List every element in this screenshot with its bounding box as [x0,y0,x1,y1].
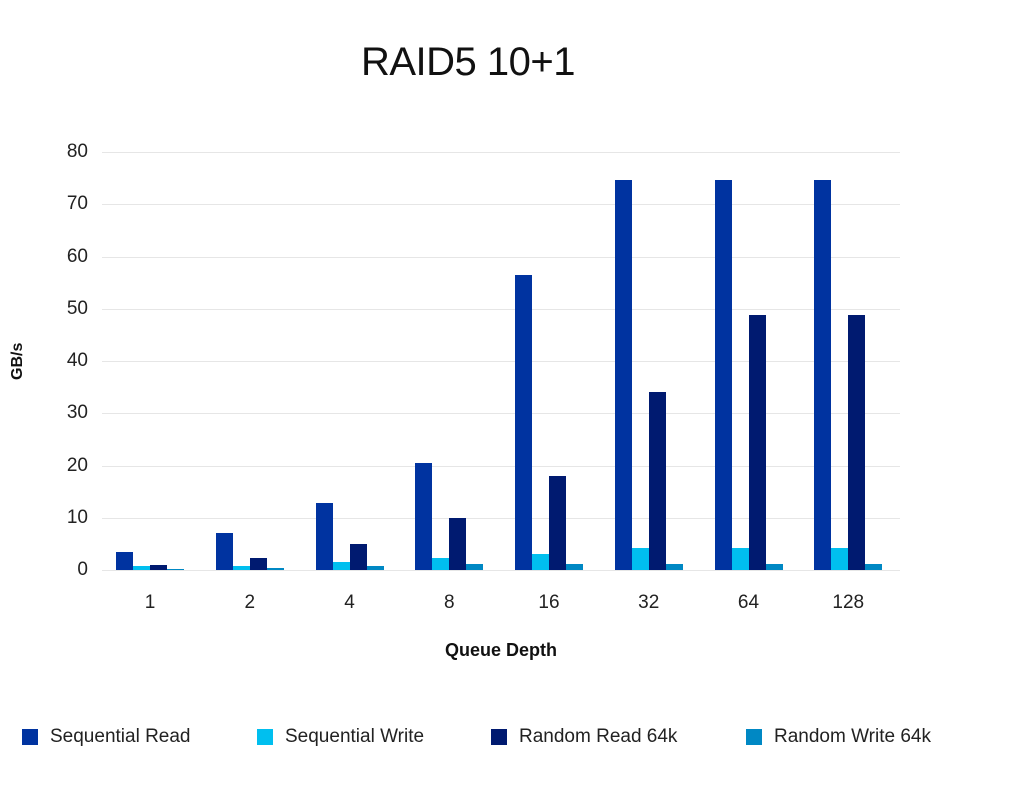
gridline [102,308,900,310]
bar-sequential-read-32 [614,180,632,570]
x-tick-label: 1 [144,592,156,613]
legend-label: Sequential Read [50,726,191,747]
bar-sequential-write-16 [532,554,549,570]
gridline [102,570,900,571]
bar-random-write-64k-1 [167,568,184,570]
bar-sequential-write-4 [332,562,350,570]
bar-random-read-64k-2 [249,557,267,570]
bar-random-write-64k-32 [665,564,683,570]
y-tick-label: 20 [66,454,88,476]
bar-random-read-64k-4 [349,543,367,570]
bar-sequential-read-1 [116,552,133,570]
bar-sequential-read-2 [215,532,233,570]
x-tick-label: 4 [344,592,355,613]
legend-label: Random Read 64k [519,726,678,747]
bar-random-write-64k-64 [765,564,783,570]
gridline [102,152,900,153]
bar-random-write-64k-16 [566,564,583,570]
legend-label: Random Write 64k [774,726,931,747]
gridline [102,204,900,206]
x-tick-label: 16 [538,592,560,613]
x-tick-label: 2 [244,592,256,613]
bar-random-write-64k-4 [366,565,384,570]
bar-sequential-read-8 [415,462,433,570]
y-tick-label: 50 [66,297,88,319]
x-tick-label: 128 [832,592,865,613]
gridline [102,361,900,362]
bar-sequential-read-128 [814,180,832,570]
legend: Sequential Read Sequential Write Random … [0,726,1024,752]
bar-random-write-64k-128 [865,564,883,570]
bar-random-read-64k-32 [648,392,666,570]
legend-item-sequential-read: Sequential Read [22,726,191,748]
y-tick-label: 30 [66,402,88,424]
bar-random-read-64k-64 [748,315,766,570]
bar-sequential-read-4 [315,503,333,570]
bar-sequential-read-64 [714,180,732,570]
bar-random-write-64k-8 [466,564,484,570]
x-tick-label: 8 [443,592,455,613]
y-tick-label: 40 [66,350,88,371]
y-tick-label: 70 [66,193,88,215]
gridline [102,465,900,467]
y-tick-label: 0 [77,559,88,580]
bar-random-write-64k-2 [266,567,284,570]
y-tick-label: 80 [66,141,88,162]
bar-sequential-write-128 [831,548,849,570]
bar-sequential-write-64 [731,548,749,570]
legend-item-sequential-write: Sequential Write [257,726,424,748]
gridline [102,413,900,415]
bar-random-read-64k-8 [449,518,467,570]
x-tick-label: 32 [638,592,660,613]
bar-sequential-write-32 [631,548,649,570]
y-tick-label: 10 [66,506,88,528]
bar-sequential-write-2 [232,565,250,570]
legend-swatch-icon [746,729,762,745]
y-tick-label: 60 [66,245,88,267]
legend-swatch-icon [22,729,38,745]
legend-item-random-write: Random Write 64k [746,726,931,748]
gridline [102,517,900,519]
bar-random-read-64k-16 [549,475,566,570]
legend-label: Sequential Write [285,726,425,747]
bar-random-read-64k-1 [150,564,167,570]
legend-swatch-icon [257,729,273,745]
bar-random-read-64k-128 [848,315,866,570]
x-tick-label: 64 [737,592,760,613]
bar-sequential-write-1 [133,565,150,570]
legend-item-random-read: Random Read 64k [491,726,677,748]
bar-sequential-read-16 [515,275,532,570]
plot-area [102,152,900,571]
gridline [102,256,900,258]
legend-swatch-icon [491,729,507,745]
bar-sequential-write-8 [432,557,450,570]
y-axis-label: GB/s [9,342,26,380]
chart-title: RAID5 10+1 [360,40,576,84]
x-axis-label: Queue Depth [444,640,557,660]
